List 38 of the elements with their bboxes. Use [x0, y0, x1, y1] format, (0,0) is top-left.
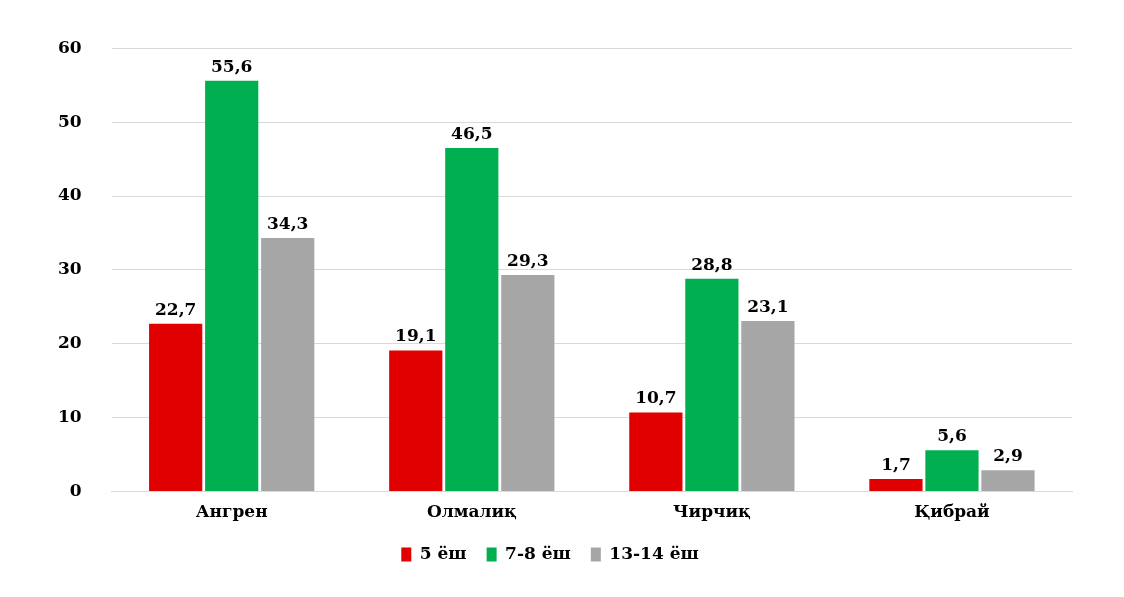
x-tick-label: Олмалиқ	[426, 501, 518, 522]
data-label: 2,9	[993, 445, 1023, 466]
y-tick-label: 20	[57, 332, 82, 353]
bar	[925, 450, 979, 492]
bar	[205, 80, 259, 492]
data-label: 23,1	[747, 295, 789, 316]
data-label: 46,5	[451, 122, 493, 143]
bar	[389, 350, 443, 492]
bar	[981, 470, 1035, 492]
y-tick-label: 10	[57, 406, 82, 427]
legend-label: 7-8 ёш	[505, 542, 571, 563]
data-label: 19,1	[395, 325, 437, 346]
y-tick-label: 60	[57, 36, 82, 57]
y-tick-label: 50	[57, 110, 82, 131]
bar	[741, 320, 795, 492]
bar	[869, 479, 923, 492]
data-label: 55,6	[211, 55, 253, 76]
legend-label: 13-14 ёш	[609, 542, 699, 563]
y-tick-label: 30	[57, 258, 82, 279]
x-tick-label: Ангрен	[195, 501, 268, 522]
data-label: 1,7	[881, 453, 911, 474]
data-label: 28,8	[691, 253, 733, 274]
x-tick-label: Қибрай	[914, 501, 991, 522]
legend-label: 5 ёш	[419, 542, 467, 563]
bar	[629, 412, 683, 492]
x-tick-label: Чирчиқ	[673, 501, 752, 522]
data-label: 10,7	[635, 387, 677, 408]
bar	[149, 323, 203, 492]
bar	[445, 147, 499, 492]
bar	[261, 238, 315, 492]
y-tick-label: 0	[69, 480, 82, 501]
data-label: 34,3	[267, 213, 309, 234]
data-label: 5,6	[937, 425, 967, 446]
bar	[685, 278, 739, 492]
bar	[501, 275, 555, 492]
y-tick-label: 40	[57, 184, 82, 205]
data-label: 29,3	[507, 249, 549, 270]
data-label: 22,7	[154, 298, 197, 319]
